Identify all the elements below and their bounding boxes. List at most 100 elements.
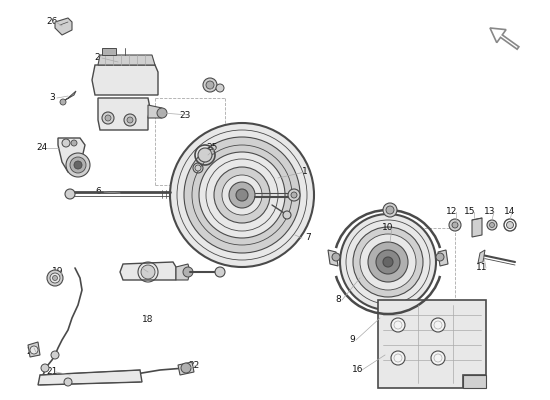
Circle shape <box>70 157 86 173</box>
Circle shape <box>105 115 111 121</box>
Circle shape <box>198 148 212 162</box>
Circle shape <box>216 84 224 92</box>
Text: 16: 16 <box>352 366 364 374</box>
Circle shape <box>195 165 201 171</box>
Text: 20: 20 <box>26 348 38 356</box>
Polygon shape <box>378 300 486 388</box>
Circle shape <box>141 265 155 279</box>
Text: 23: 23 <box>179 110 191 120</box>
Text: 11: 11 <box>476 264 488 272</box>
Circle shape <box>283 211 291 219</box>
Circle shape <box>431 318 445 332</box>
Polygon shape <box>438 250 448 266</box>
Text: 1: 1 <box>302 168 308 176</box>
Text: 22: 22 <box>188 360 200 370</box>
Circle shape <box>214 167 270 223</box>
Circle shape <box>436 253 444 261</box>
Circle shape <box>431 351 445 365</box>
Polygon shape <box>62 91 76 102</box>
Circle shape <box>487 220 497 230</box>
Circle shape <box>215 267 225 277</box>
Text: 21: 21 <box>46 368 58 376</box>
Polygon shape <box>472 218 482 237</box>
Circle shape <box>391 318 405 332</box>
Polygon shape <box>38 370 142 385</box>
Circle shape <box>65 189 75 199</box>
Circle shape <box>391 351 405 365</box>
Circle shape <box>236 189 248 201</box>
Text: 7: 7 <box>305 234 311 242</box>
Circle shape <box>170 123 314 267</box>
Polygon shape <box>28 342 40 357</box>
Polygon shape <box>55 18 72 35</box>
Circle shape <box>47 270 63 286</box>
Circle shape <box>41 364 49 372</box>
Polygon shape <box>92 65 158 95</box>
Circle shape <box>206 81 214 89</box>
Polygon shape <box>148 105 162 118</box>
Polygon shape <box>102 48 116 55</box>
Text: 12: 12 <box>446 208 458 216</box>
Circle shape <box>64 378 72 386</box>
Circle shape <box>60 99 66 105</box>
Circle shape <box>62 139 70 147</box>
Text: 25: 25 <box>206 144 218 152</box>
Circle shape <box>291 192 297 198</box>
Text: 15: 15 <box>464 208 476 216</box>
Circle shape <box>30 346 38 354</box>
Circle shape <box>51 351 59 359</box>
Circle shape <box>66 153 90 177</box>
FancyArrow shape <box>490 28 519 49</box>
Text: 8: 8 <box>335 296 341 304</box>
Text: 2: 2 <box>94 52 100 62</box>
Circle shape <box>507 222 514 228</box>
Circle shape <box>383 257 393 267</box>
Text: 14: 14 <box>504 208 516 216</box>
Text: 19: 19 <box>52 268 64 276</box>
Circle shape <box>376 250 400 274</box>
Circle shape <box>452 222 458 228</box>
Polygon shape <box>478 250 485 263</box>
Circle shape <box>74 161 82 169</box>
Polygon shape <box>178 362 194 375</box>
Circle shape <box>52 276 58 280</box>
Circle shape <box>288 189 300 201</box>
Polygon shape <box>98 98 150 130</box>
Text: 24: 24 <box>36 144 48 152</box>
Circle shape <box>229 182 255 208</box>
Text: 5: 5 <box>204 84 210 92</box>
Circle shape <box>383 203 397 217</box>
Text: 9: 9 <box>349 336 355 344</box>
Polygon shape <box>176 264 190 280</box>
Circle shape <box>181 363 191 373</box>
Text: 6: 6 <box>95 188 101 196</box>
Circle shape <box>332 253 340 261</box>
Circle shape <box>340 214 436 310</box>
Circle shape <box>124 114 136 126</box>
Circle shape <box>203 78 217 92</box>
Circle shape <box>50 273 60 283</box>
Text: 13: 13 <box>484 208 496 216</box>
Polygon shape <box>463 375 486 388</box>
Circle shape <box>386 206 394 214</box>
Polygon shape <box>120 262 176 280</box>
Polygon shape <box>58 138 85 172</box>
Circle shape <box>368 242 408 282</box>
Circle shape <box>184 137 300 253</box>
Circle shape <box>183 267 193 277</box>
Text: 18: 18 <box>142 316 154 324</box>
Circle shape <box>449 219 461 231</box>
Circle shape <box>157 108 167 118</box>
Circle shape <box>222 175 262 215</box>
Circle shape <box>199 152 285 238</box>
Circle shape <box>71 140 77 146</box>
Text: 3: 3 <box>49 94 55 102</box>
Circle shape <box>360 234 416 290</box>
Polygon shape <box>98 55 155 65</box>
Text: 26: 26 <box>46 18 58 26</box>
Circle shape <box>490 222 494 228</box>
Circle shape <box>127 117 133 123</box>
Circle shape <box>102 112 114 124</box>
Circle shape <box>353 227 423 297</box>
Polygon shape <box>328 250 338 266</box>
